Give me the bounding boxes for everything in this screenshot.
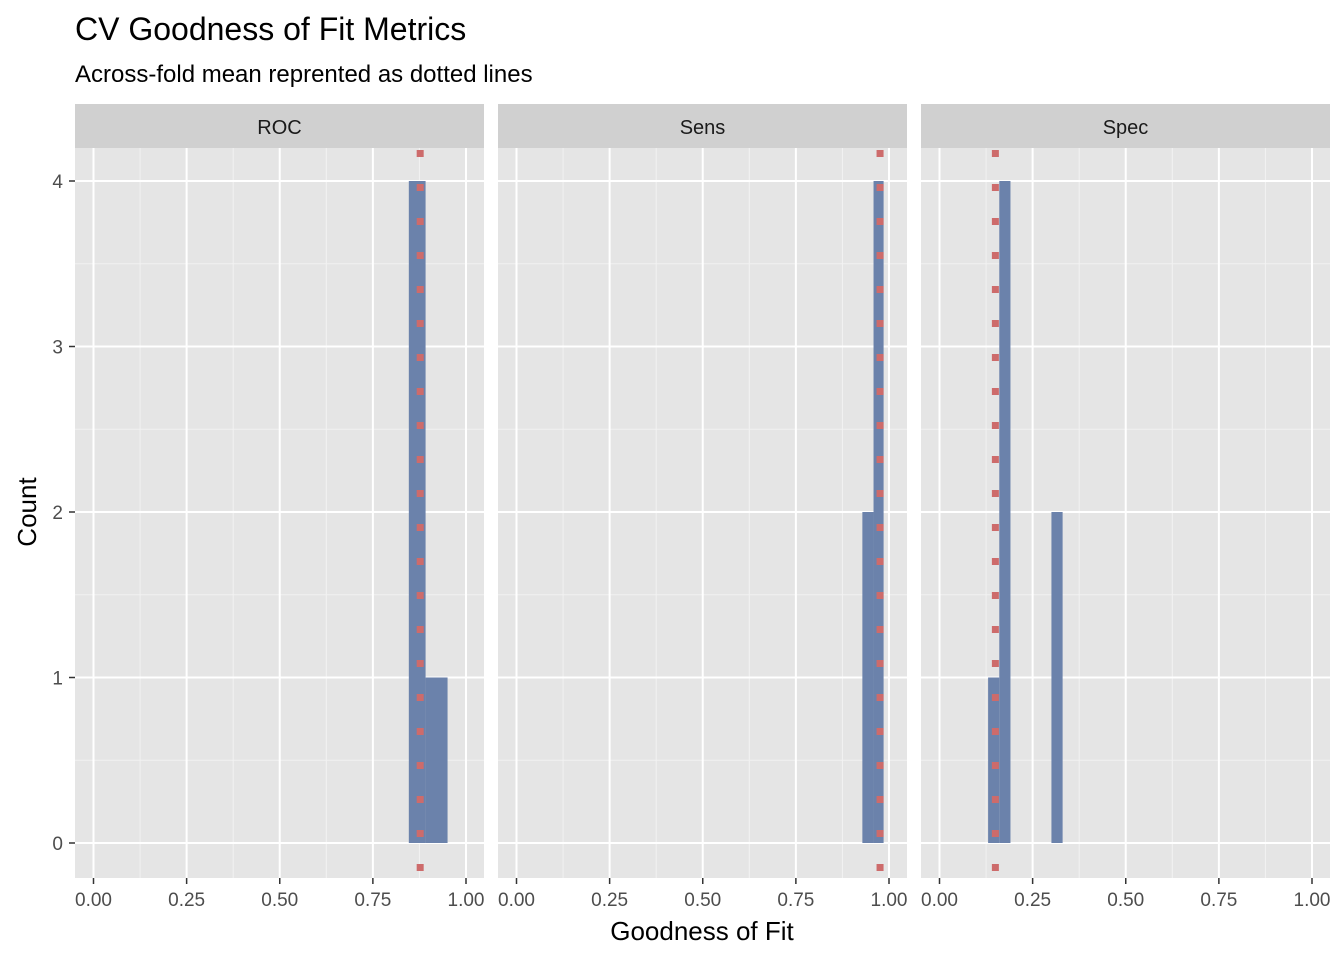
x-tick-label: 0.75 bbox=[1200, 890, 1237, 911]
facet-strip-label: ROC bbox=[257, 117, 301, 139]
x-tick-label: 0.75 bbox=[354, 890, 391, 911]
x-tick-label: 0.25 bbox=[168, 890, 205, 911]
facet-panel-spec: Spec 0.00 0.25 0.50 0.75 1.00 bbox=[921, 104, 1330, 911]
facet-panels: ROC 0.00 0.25 0.50 0.75 1.00 Sens 0.00 0.25 0.50 0… bbox=[75, 104, 1330, 911]
x-tick-label: 1.00 bbox=[871, 890, 908, 911]
histogram-bar bbox=[862, 512, 874, 843]
x-tick-label: 0.00 bbox=[75, 890, 112, 911]
facet-panel-sens: Sens 0.00 0.25 0.50 0.75 1.00 bbox=[498, 104, 907, 911]
histogram-bar bbox=[999, 181, 1011, 843]
histogram-bar bbox=[425, 677, 448, 843]
x-tick-label: 0.75 bbox=[777, 890, 814, 911]
x-tick-label: 0.50 bbox=[1107, 890, 1144, 911]
facet-strip bbox=[498, 104, 907, 148]
x-tick-label: 0.25 bbox=[591, 890, 628, 911]
y-tick-label: 4 bbox=[52, 172, 63, 193]
y-tick-label: 3 bbox=[52, 338, 63, 359]
facet-strip bbox=[921, 104, 1330, 148]
x-tick-label: 1.00 bbox=[1294, 890, 1331, 911]
facet-panel-roc: ROC 0.00 0.25 0.50 0.75 1.00 bbox=[75, 104, 484, 911]
y-tick-label: 0 bbox=[52, 834, 63, 855]
x-tick-label: 0.00 bbox=[498, 890, 535, 911]
y-tick-label: 2 bbox=[52, 503, 63, 524]
y-tick-label: 1 bbox=[52, 669, 63, 690]
chart-subtitle: Across-fold mean reprented as dotted lin… bbox=[75, 61, 533, 88]
histogram-bar bbox=[873, 181, 884, 843]
x-tick-label: 0.25 bbox=[1014, 890, 1051, 911]
chart-title: CV Goodness of Fit Metrics bbox=[75, 11, 466, 47]
x-tick-label: 1.00 bbox=[448, 890, 485, 911]
y-axis-title: Count bbox=[12, 477, 42, 547]
histogram-bar bbox=[408, 181, 426, 843]
histogram-bar bbox=[1051, 512, 1063, 843]
facet-strip-label: Sens bbox=[680, 117, 726, 139]
x-tick-label: 0.50 bbox=[261, 890, 298, 911]
x-tick-label: 0.50 bbox=[684, 890, 721, 911]
x-axis-title: Goodness of Fit bbox=[610, 916, 794, 946]
facet-strip-label: Spec bbox=[1103, 117, 1149, 139]
facet-strip bbox=[75, 104, 484, 148]
x-tick-label: 0.00 bbox=[921, 890, 958, 911]
histogram-bar bbox=[988, 677, 1000, 843]
y-axis: 0 1 2 3 4 bbox=[52, 172, 75, 855]
